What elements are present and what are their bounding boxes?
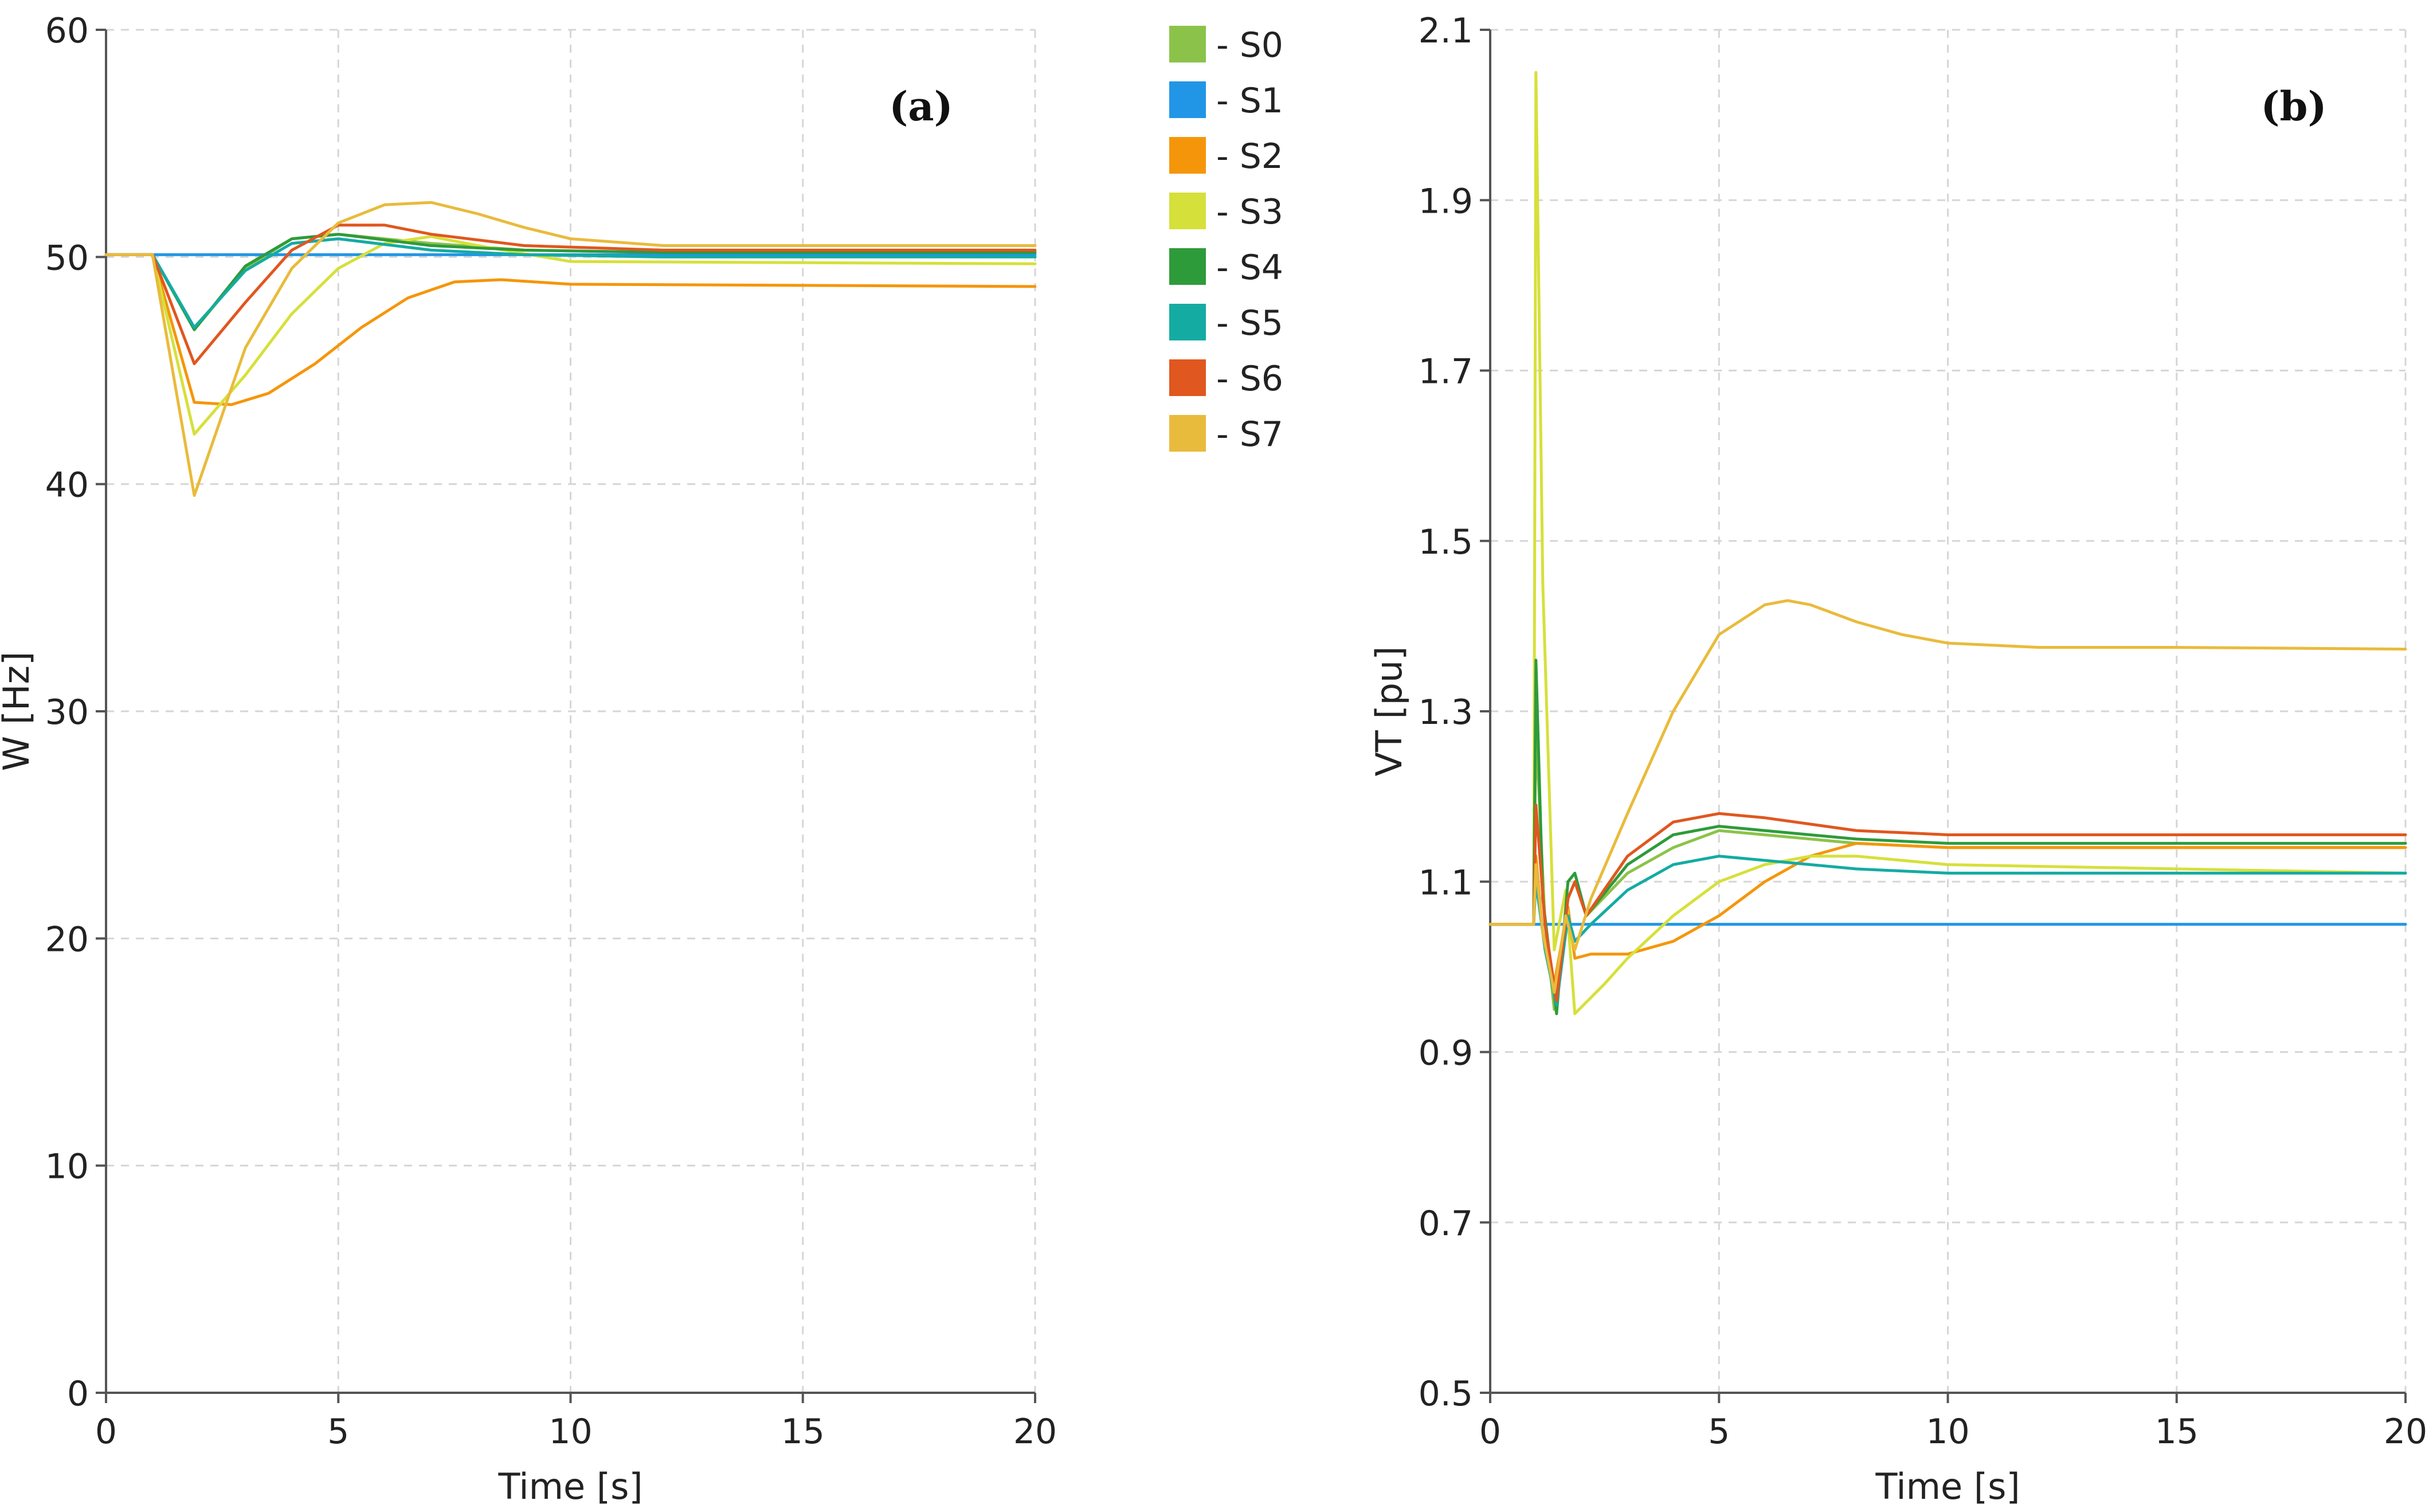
series-line-s2 [104,253,1037,406]
x-tick-label: 0 [95,1412,117,1452]
y-tick-label: 1.3 [1419,692,1473,733]
legend-swatch [1169,415,1206,452]
chart-panel-a: 0 10 20 30 40 50 60 0 5 10 15 20 Time [s] W [Hz] (a) [0,11,1057,1507]
legend-label: - S3 [1216,192,1283,232]
legend-label: - S6 [1216,359,1283,399]
legend-swatch [1169,137,1206,174]
legend-label: - S7 [1216,414,1283,455]
series-line-s7 [104,201,1037,497]
legend-swatch [1169,304,1206,340]
series-line-s7 [1488,599,2407,994]
series-line-s5 [104,237,1037,329]
y-tick-label: 40 [45,465,89,506]
x-tick-label: 20 [2384,1412,2427,1452]
y-tick-label: 0.9 [1419,1033,1473,1074]
panel-label: (a) [889,83,953,130]
y-axis-title: W [Hz] [0,652,37,771]
legend-swatch [1169,359,1206,396]
legend-label: - S5 [1216,303,1283,343]
legend: - S0 - S1 - S2 - S3 - S4 - S5 - S6 - S7 [1169,25,1283,455]
x-tick-label: 10 [549,1412,592,1452]
legend-swatch [1169,81,1206,118]
x-axis-title: Time [s] [1875,1466,2020,1507]
series-line-s3 [104,235,1037,436]
y-tick-label: 50 [45,238,89,278]
legend-label: - S0 [1216,25,1283,65]
legend-swatch [1169,193,1206,229]
legend-swatch [1169,248,1206,285]
series-line-s3 [1488,70,2407,1016]
chart-panel-b: 0.5 0.7 0.9 1.1 1.3 1.5 1.7 1.9 2.1 0 5 10 15 20 Time … [1368,11,2427,1507]
y-tick-label: 1.5 [1419,522,1473,562]
y-tick-label: 0.5 [1419,1374,1473,1414]
y-tick-label: 10 [45,1147,89,1187]
legend-label: - S1 [1216,81,1283,121]
legend-swatch [1169,26,1206,62]
y-tick-label: 0 [67,1374,89,1414]
y-tick-label: 1.1 [1419,863,1473,903]
x-tick-label: 15 [2155,1412,2199,1452]
x-axis-title: Time [s] [497,1466,642,1507]
legend-label: - S2 [1216,136,1283,177]
y-tick-label: 20 [45,919,89,959]
y-tick-label: 2.1 [1419,11,1473,51]
x-tick-label: 10 [1926,1412,1969,1452]
y-axis-title: VT [pu] [1368,646,1410,776]
series-line-s6 [104,224,1037,366]
x-tick-label: 5 [1708,1412,1730,1452]
x-tick-label: 20 [1013,1412,1057,1452]
y-tick-label: 1.9 [1419,181,1473,221]
panel-label: (b) [2260,83,2326,130]
y-tick-label: 30 [45,692,89,733]
x-tick-label: 5 [327,1412,349,1452]
y-tick-label: 1.7 [1419,352,1473,392]
legend-label: - S4 [1216,248,1283,288]
y-tick-label: 0.7 [1419,1204,1473,1244]
x-tick-label: 0 [1479,1412,1501,1452]
x-tick-label: 15 [781,1412,825,1452]
y-tick-label: 60 [45,11,89,51]
